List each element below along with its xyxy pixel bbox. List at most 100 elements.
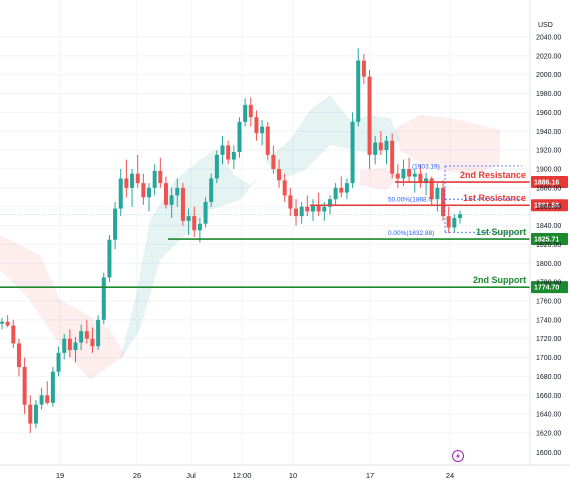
candle-body [333,187,338,200]
candle-body [424,178,429,184]
y-tick-label: 1720.00 [536,336,561,343]
candle-body [67,338,72,351]
candle-body [186,216,191,221]
price-badge-label: 1774.70 [534,285,559,292]
x-tick-label: 24 [446,471,454,480]
candle-body [107,239,112,278]
cloud-green-mid [120,150,260,360]
candle-body [310,204,315,212]
candle-body [407,169,412,177]
candle-body [84,331,89,339]
y-tick-label: 2000.00 [536,72,561,79]
currency-label: USD [538,22,553,29]
candle-body [384,140,389,151]
candle-body [446,216,451,228]
candle-body [197,223,202,231]
x-tick-label: Jul [186,471,196,480]
candle-body [56,352,61,372]
price-badge [531,233,568,246]
candle-body [294,208,299,217]
lightning-icon-bolt [456,452,460,460]
y-tick-label: 1640.00 [536,412,561,419]
candles [0,48,462,433]
candle-body [418,173,423,184]
candle-body [22,367,27,405]
candle-body [0,321,4,324]
candle-body [305,206,310,212]
y-tick-label: 1920.00 [536,148,561,155]
candle-body [130,173,135,188]
candle-body [367,76,372,155]
y-tick-label: 1840.00 [536,223,561,230]
candle-body [16,343,21,367]
lightning-icon-circle [452,450,464,462]
y-tick-label: 1800.00 [536,261,561,268]
y-tick-label: 1620.00 [536,431,561,438]
candle-body [373,142,378,155]
candle-body [248,104,253,118]
candle-body [96,319,101,347]
candle-body [316,204,321,212]
candle-body [214,154,219,179]
candle-body [203,202,208,224]
candle-body [39,395,44,405]
x-tick-label: 26 [133,471,141,480]
x-tick-label: 19 [56,471,64,480]
candle-body [282,180,287,196]
candle-body [350,121,355,184]
y-tick-label: 2020.00 [536,53,561,60]
candle-body [79,331,84,343]
candle-body [169,195,174,205]
candle-body [299,206,304,217]
candle-body [378,142,383,151]
y-axis[interactable]: 1620.00 1640.00 1660.00 1680.00 1700.00 1720.… [529,0,561,465]
lightning-icon[interactable] [452,450,464,462]
y-tick-label: 1900.00 [536,167,561,174]
candle-body [390,140,395,174]
level-label: 1st Support [476,227,526,237]
candle-body [452,218,457,228]
grid [0,0,530,465]
candle-body [5,321,10,326]
candle-body [209,178,214,202]
candle-body [356,60,361,122]
candle-body [73,342,78,351]
candle-body [271,154,276,169]
candle-body [141,183,146,198]
y-tick-label: 1820.00 [536,242,561,249]
candle-body [124,178,129,188]
candle-body [344,183,349,193]
cloud-red-small [360,168,400,190]
candle-body [277,169,282,181]
candle-body [429,178,434,200]
cloud-red-right [395,115,500,175]
candle-body [220,145,225,155]
candle-body [90,338,95,347]
candle-body [339,187,344,193]
y-tick-label: 1700.00 [536,355,561,362]
y-tick-label: 1980.00 [536,91,561,98]
cloud-green-right [265,95,400,180]
candle-body [180,187,185,221]
candle-body [327,199,332,207]
x-axis[interactable]: 19 26 Jul 12:00 10 17 24 [0,464,570,480]
candle-body [50,371,55,403]
candle-body [458,214,462,219]
candle-body [265,126,270,155]
candle-body [441,187,446,217]
fib-retracement: (1903.19) 50.00%(1868.0 0.00%(1832.88) [388,163,522,237]
candle-body [192,216,197,231]
candle-body [118,178,123,209]
x-tick-label: 17 [366,471,374,480]
candle-body [101,277,106,320]
candle-body [113,208,118,240]
y-tick-label: 1600.00 [536,450,561,457]
y-tick-label: 1940.00 [536,129,561,136]
candle-body [45,395,50,403]
level-label: 1st Resistance [463,193,526,203]
price-badge-label: 1886.16 [534,180,559,187]
x-tick-label: 10 [289,471,297,480]
candle-body [412,173,417,177]
